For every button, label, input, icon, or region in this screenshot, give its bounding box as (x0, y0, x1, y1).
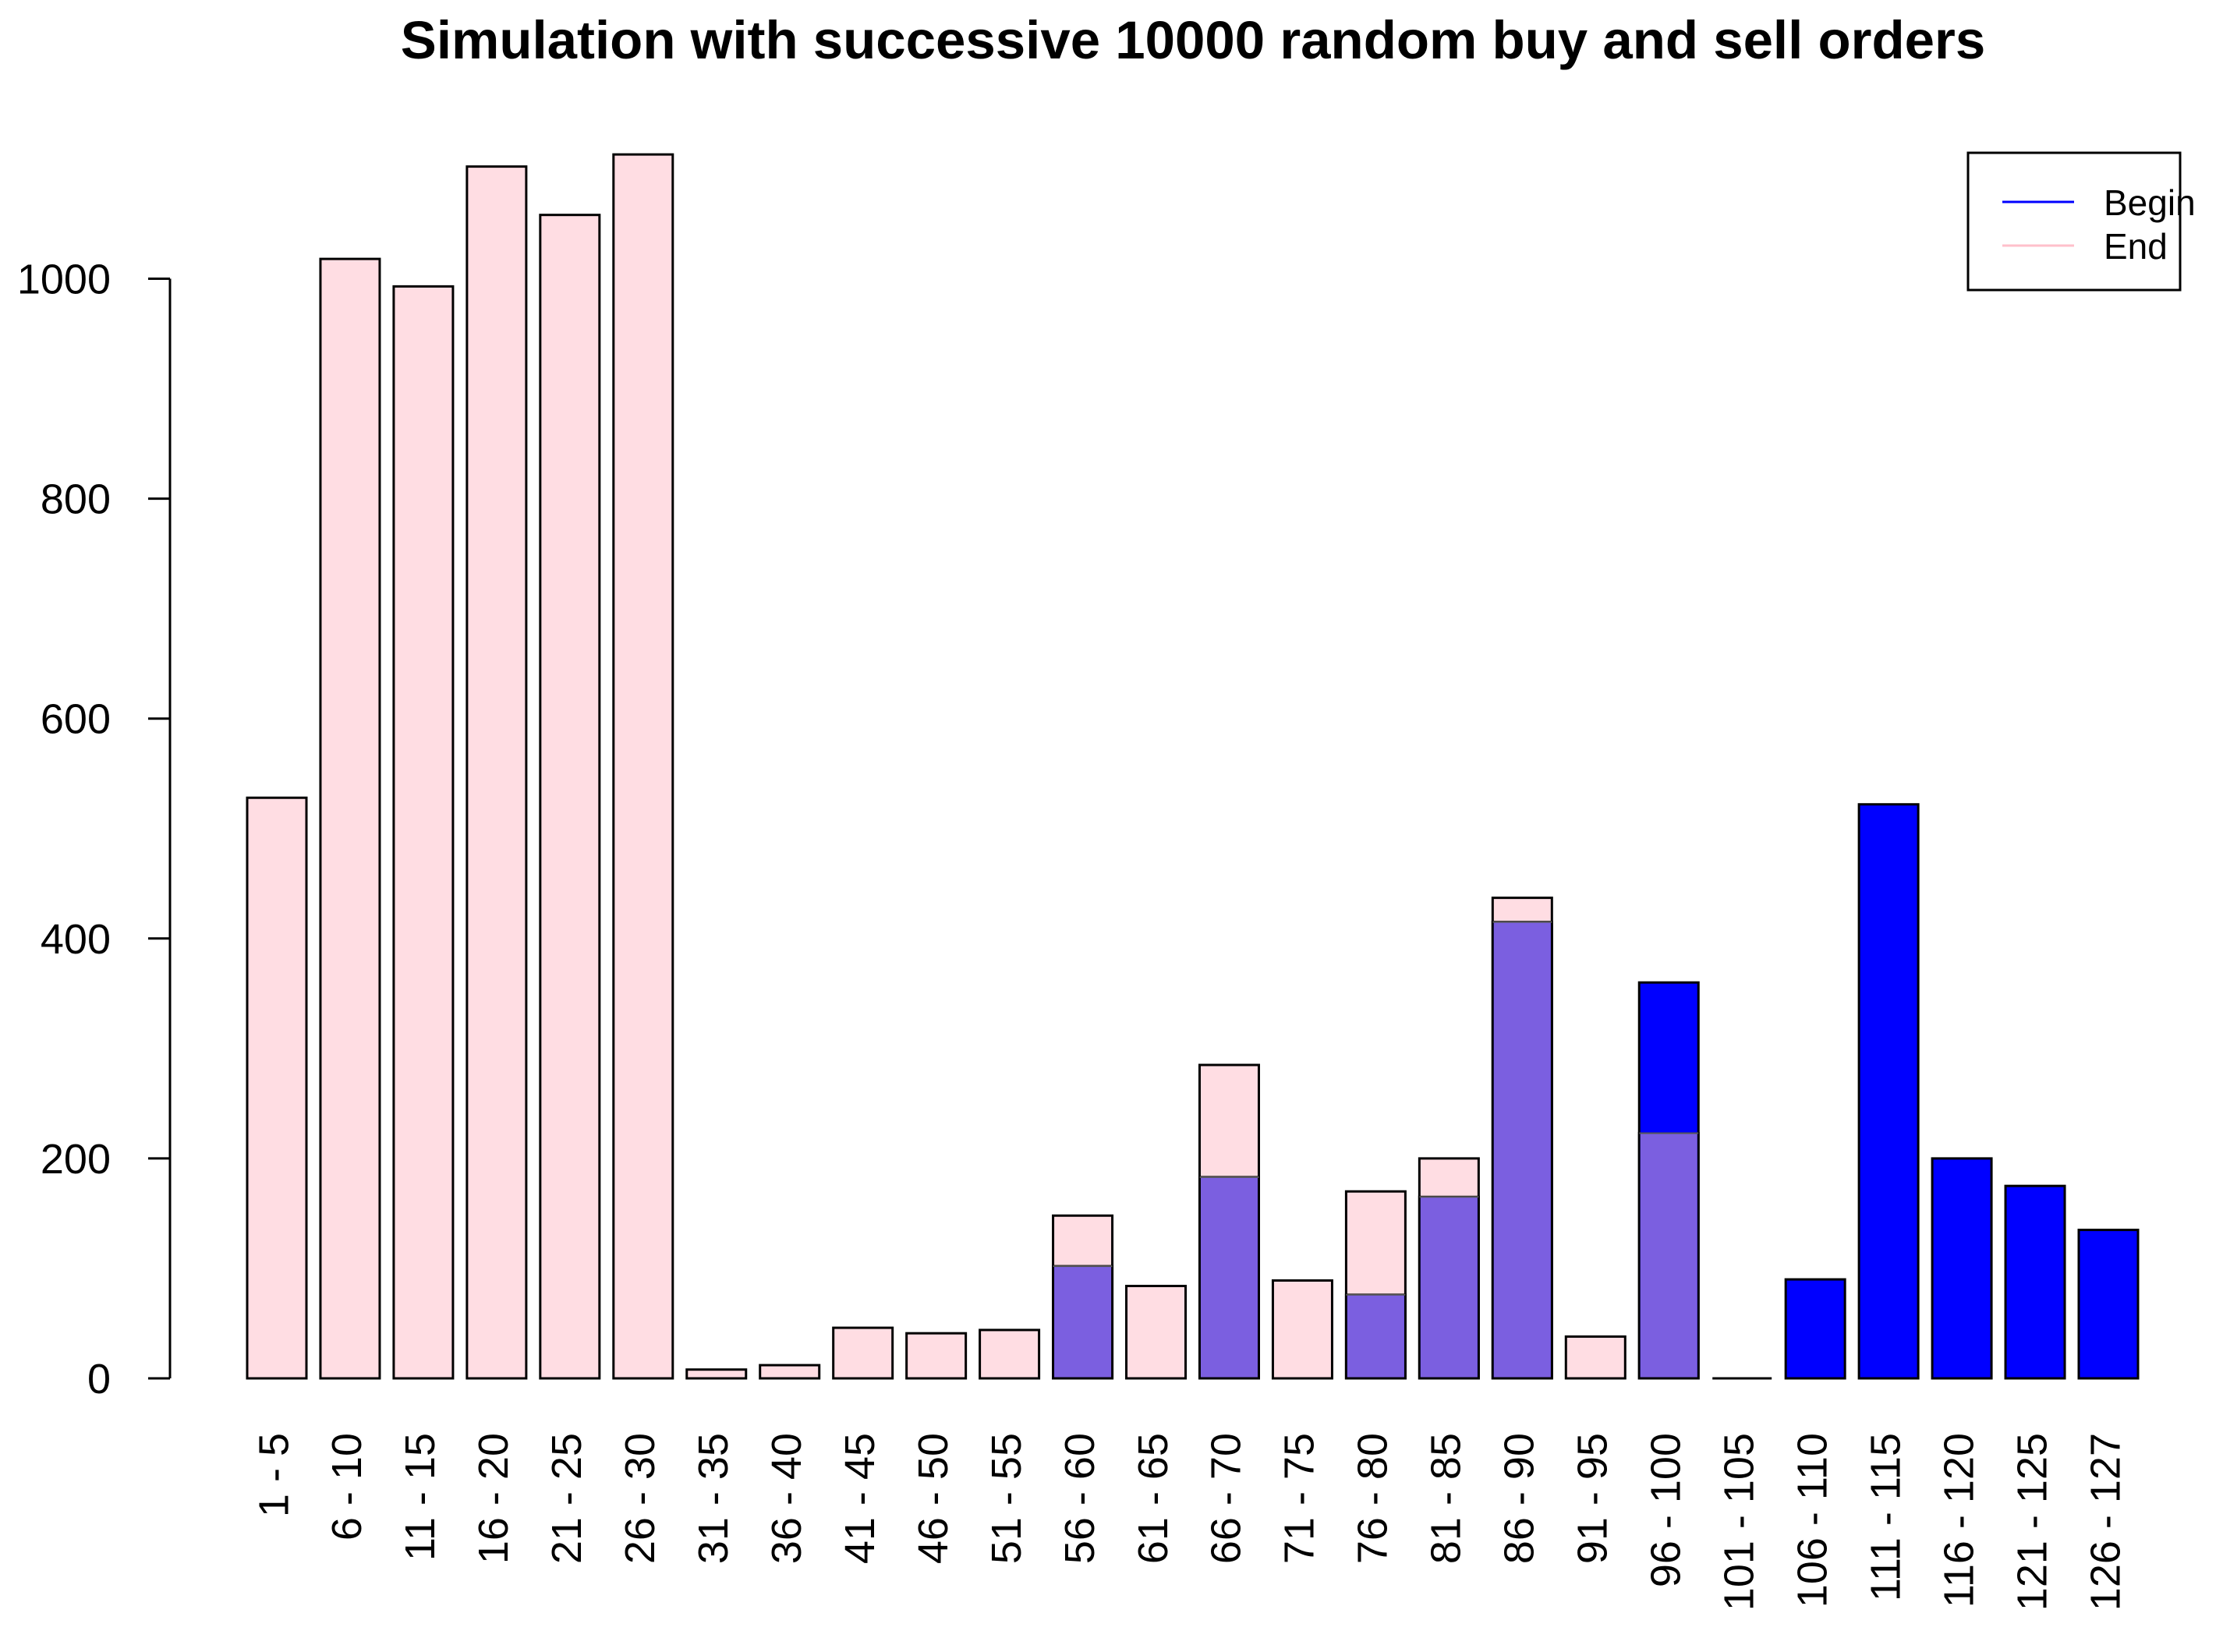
x-tick-label: 116 - 120 (1935, 1433, 1982, 1608)
x-tick-label: 81 - 85 (1423, 1433, 1470, 1564)
x-tick-label: 86 - 90 (1496, 1433, 1543, 1564)
legend-label-begin: Begin (2104, 182, 2196, 223)
x-tick-label: 66 - 70 (1203, 1433, 1250, 1564)
bar-overlap (1054, 1266, 1112, 1378)
y-axis: 0 200 400 600 800 1000 (17, 256, 172, 1403)
y-tick-label: 800 (41, 476, 111, 523)
bar-end (1564, 1335, 1627, 1380)
y-tick-label: 0 (87, 1356, 111, 1403)
y-tick-label: 600 (41, 696, 111, 743)
x-tick-label: 11 - 15 (397, 1433, 444, 1561)
bar-end (1271, 1279, 1333, 1380)
bar-begin (1784, 1278, 1846, 1380)
chart-title: Simulation with successive 10000 random … (401, 10, 1985, 70)
bar-begin (1931, 1157, 1993, 1380)
x-tick-label: 1 - 5 (250, 1433, 297, 1517)
y-tick-label: 200 (41, 1136, 111, 1183)
bar-overlap (1200, 1176, 1258, 1378)
bars (246, 153, 2140, 1380)
bar-end (319, 257, 381, 1380)
x-tick-label: 51 - 55 (983, 1433, 1030, 1564)
bar-overlap (1420, 1197, 1478, 1378)
x-tick-label: 31 - 35 (690, 1433, 737, 1564)
x-tick-label: 91 - 95 (1570, 1433, 1616, 1564)
x-tick-label: 111 - 115 (1862, 1433, 1909, 1601)
x-tick-label: 101 - 105 (1715, 1433, 1762, 1611)
bar-end (979, 1328, 1041, 1380)
legend: Begin End (1966, 151, 2196, 292)
x-tick-label: 16 - 20 (470, 1433, 517, 1564)
bar-end (905, 1332, 968, 1380)
x-tick-label: 56 - 60 (1057, 1433, 1103, 1564)
bar-end (1125, 1285, 1188, 1380)
x-axis-labels: 1 - 5 6 - 10 11 - 15 16 - 20 21 - 25 26 - 30 3… (250, 1433, 2129, 1611)
bar-overlap (1347, 1294, 1404, 1378)
x-tick-label: 41 - 45 (837, 1433, 883, 1564)
bar-overlap (1640, 1133, 1697, 1378)
x-tick-label: 21 - 25 (543, 1433, 590, 1564)
bar-end (246, 796, 308, 1380)
bar-end (685, 1368, 748, 1380)
x-tick-label: 96 - 100 (1643, 1433, 1690, 1587)
x-tick-label: 26 - 30 (617, 1433, 664, 1564)
bar-end (465, 165, 528, 1380)
x-tick-label: 121 - 125 (2009, 1433, 2055, 1611)
x-tick-label: 6 - 10 (324, 1433, 370, 1541)
legend-label-end: End (2104, 226, 2168, 267)
x-tick-label: 46 - 50 (910, 1433, 957, 1564)
bar-begin (1857, 803, 1920, 1380)
legend-box (1966, 151, 2182, 292)
bar-end (759, 1364, 821, 1380)
x-tick-label: 61 - 65 (1130, 1433, 1177, 1564)
bar-overlap (1493, 922, 1551, 1378)
x-tick-label: 126 - 127 (2082, 1433, 2129, 1611)
x-tick-label: 106 - 110 (1789, 1433, 1835, 1608)
bar-end (612, 153, 674, 1380)
bar-end (539, 214, 601, 1380)
x-tick-label: 36 - 40 (763, 1433, 810, 1564)
y-tick-label: 400 (41, 916, 111, 963)
bar-end (832, 1326, 894, 1380)
x-tick-label: 76 - 80 (1350, 1433, 1396, 1564)
bar-begin (2077, 1229, 2140, 1380)
bar-begin (2004, 1184, 2066, 1380)
bar-end (392, 285, 455, 1380)
y-tick-label: 1000 (17, 256, 111, 303)
x-tick-label: 71 - 75 (1276, 1433, 1323, 1564)
